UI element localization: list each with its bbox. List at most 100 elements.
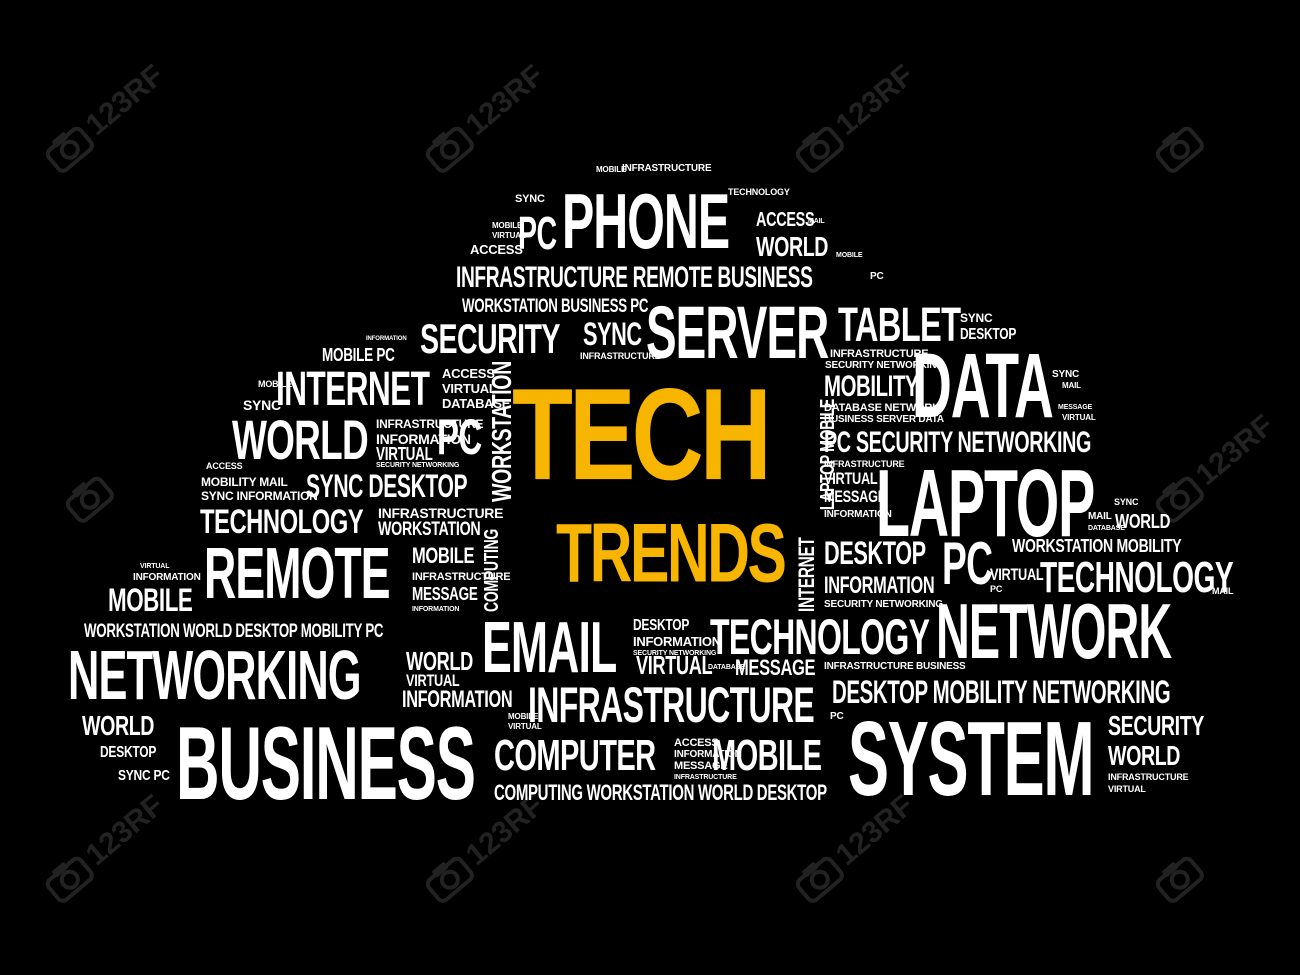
camera-icon [40, 850, 97, 906]
camera-icon [420, 850, 477, 906]
word-network: NETWORK [936, 587, 1172, 675]
word-sync-l3: SYNC [243, 397, 281, 413]
watermark-text: 123RF [829, 58, 921, 142]
watermark: 123RF [420, 789, 551, 906]
word-workstation-vertical: WORKSTATION [486, 361, 517, 502]
word-infrastructure-l: INFRASTRUCTURE [376, 417, 484, 431]
camera-icon [1150, 850, 1207, 906]
word-mobile-mid: MOBILE [412, 543, 475, 568]
word-desktop-r: DESKTOP [824, 535, 926, 571]
title-tech: TECH [512, 361, 772, 508]
word-pc-r: PC [942, 530, 993, 597]
word-access-top: ACCESS [470, 242, 523, 257]
watermark [1150, 850, 1207, 906]
word-message-r2: MESSAGE [824, 487, 886, 506]
word-mobile-pc: MOBILE PC [322, 345, 395, 365]
word-information-l6: INFORMATION [133, 572, 201, 583]
word-information-mid: INFORMATION [402, 686, 513, 713]
word-world-mid: WORLD [406, 646, 473, 676]
word-pc-l: PC [437, 409, 482, 465]
word-pc-top: PC [518, 207, 557, 259]
watermark [1150, 120, 1207, 176]
word-workstation-l5: WORKSTATION [378, 519, 481, 540]
camera-icon [60, 470, 117, 526]
word-infrastructure-mid: INFRASTRUCTURE [412, 571, 511, 583]
word-information-r: INFORMATION [824, 572, 935, 599]
word-computing-row: COMPUTING WORKSTATION WORLD DESKTOP [494, 780, 827, 805]
word-pc-sys: PC [830, 711, 844, 722]
word-pc-security-networking: PC SECURITY NETWORKING [824, 426, 1092, 459]
word-virtual-top: VIRTUAL [492, 231, 526, 240]
word-sync-top: SYNC [515, 193, 545, 205]
camera-icon [40, 120, 97, 176]
watermark-text: 123RF [79, 788, 171, 872]
word-access-l4: ACCESS [206, 461, 243, 471]
word-security-networking-tiny: SECURITY NETWORKING [376, 462, 460, 469]
word-sync-lap: SYNC [1114, 497, 1139, 507]
word-information-r2: INFORMATION [824, 509, 892, 520]
word-infrastructure-small: INFRASTRUCTURE [580, 351, 661, 361]
word-database-network: DATABASE NETWORK [824, 402, 940, 414]
word-system: SYSTEM [848, 700, 1095, 818]
word-virtual-r: VIRTUAL [1062, 413, 1096, 422]
camera-icon [1150, 120, 1207, 176]
word-security-networking-r3: SECURITY NETWORKING [824, 599, 943, 610]
word-virtual-l6: VIRTUAL [140, 563, 170, 570]
watermark: 123RF [790, 59, 921, 176]
watermark: 123RF [40, 59, 171, 176]
word-infrastructure-r2: INFRASTRUCTURE [824, 459, 905, 469]
word-infrastructure-r4: INFRASTRUCTURE [1108, 772, 1189, 782]
word-mobile-s: MOBILE [508, 712, 539, 721]
word-world-r: WORLD [756, 231, 829, 262]
word-world-l: WORLD [82, 710, 155, 741]
word-infrastructure-top: INFRASTRUCTURE [622, 163, 712, 174]
word-mail-r: MAIL [1062, 381, 1081, 390]
word-technology-mid: TECHNOLOGY [710, 609, 930, 665]
word-information-c: INFORMATION [674, 749, 742, 760]
word-information-e: INFORMATION [633, 634, 721, 649]
word-virtual-r2: VIRTUAL [824, 469, 878, 488]
word-virtual-mid: VIRTUAL [406, 671, 460, 690]
word-infra-remote-business: INFRASTRUCTURE REMOTE BUSINESS [456, 261, 813, 294]
watermark: 123RF [40, 789, 171, 906]
word-computer: COMPUTER [494, 731, 656, 780]
word-computing-vertical: COMPUTING [481, 528, 503, 612]
word-message-e: MESSAGE [735, 655, 816, 680]
word-desktop-l: DESKTOP [100, 744, 157, 761]
word-infrastructure-big: INFRASTRUCTURE [528, 677, 815, 733]
watermark-text: 123RF [79, 58, 171, 142]
word-virtual-l: VIRTUAL [442, 381, 497, 396]
word-tablet: TABLET [838, 299, 961, 352]
word-virtual-l2: VIRTUAL [376, 444, 433, 464]
word-mobile-big: MOBILE [108, 582, 193, 618]
word-pc-r2: PC [870, 271, 884, 282]
watermark [60, 470, 117, 526]
word-technology-top: TECHNOLOGY [728, 187, 790, 197]
word-sync-tab: SYNC [960, 311, 993, 325]
word-infrastructure-r1: INFRASTRUCTURE [830, 348, 929, 360]
word-desktop-tab: DESKTOP [960, 326, 1017, 343]
word-message-r: MESSAGE [1058, 404, 1093, 411]
camera-icon [790, 850, 847, 906]
word-technology: TECHNOLOGY [200, 503, 364, 541]
word-internet: INTERNET [276, 363, 430, 416]
word-infrastructure-c: INFRASTRUCTURE [674, 774, 737, 781]
word-database-lap: DATABASE [1088, 525, 1125, 532]
word-workstation-business-pc: WORKSTATION BUSINESS PC [462, 296, 649, 317]
word-security-networking-r1: SECURITY NETWORKING [825, 360, 944, 371]
word-remote: REMOTE [204, 534, 391, 614]
word-virtual-r3: VIRTUAL [990, 565, 1044, 584]
word-database-l: DATABASE [442, 396, 511, 411]
word-mobile-top2: MOBILE [492, 221, 523, 230]
word-access-l: ACCESS [442, 366, 495, 381]
word-mail-top: MAIL [808, 218, 825, 225]
word-desktop-mobility-networking: DESKTOP MOBILITY NETWORKING [832, 674, 1171, 710]
word-mobile-r: MOBILE [836, 252, 863, 259]
word-networking: NETWORKING [68, 636, 362, 714]
word-internet-vertical: INTERNET [794, 537, 819, 612]
word-message-c: MESSAGE [674, 760, 728, 772]
word-security-networking-e: SECURITY NETWORKING [633, 650, 717, 657]
word-business-server-data: BUSINESS SERVER DATA [824, 414, 944, 425]
word-sync-desktop: SYNC DESKTOP [306, 468, 468, 504]
